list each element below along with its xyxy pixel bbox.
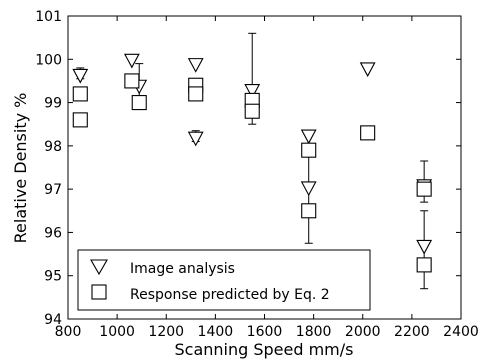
point-response-predicted [72,112,88,128]
point-image-analysis [123,53,140,69]
axis-ticks: 800 1000 1200 1400 1600 1800 2000 2200 2400 94 95 9… [35,9,479,340]
legend-label-response-predicted: Response predicted by Eq. 2 [130,287,330,303]
x-tick-label: 1200 [148,324,184,340]
x-tick-label: 1000 [99,324,135,340]
y-tick-label: 95 [44,269,62,285]
point-response-predicted [124,73,140,89]
legend-box [77,249,371,311]
point-response-predicted [131,95,147,111]
x-tick-label: 1400 [198,324,234,340]
point-response-predicted [301,142,317,158]
y-axis-title: Relative Density % [11,93,30,244]
y-tick-label: 100 [35,52,62,68]
y-tick-label: 101 [35,9,62,25]
data-marks [72,53,433,273]
x-tick-label: 2400 [443,324,479,340]
point-image-analysis [359,62,376,78]
y-tick-label: 94 [44,312,62,328]
point-response-predicted [416,257,432,273]
y-tick-label: 99 [44,96,62,112]
point-image-analysis [187,58,204,73]
point-response-predicted [188,86,204,102]
x-axis-title: Scanning Speed mm/s [174,340,353,359]
point-response-predicted [72,86,88,102]
legend-label-image-analysis: Image analysis [130,261,235,277]
x-tick-label: 800 [55,324,82,340]
y-tick-label: 97 [44,182,62,198]
x-tick-label: 2000 [345,324,381,340]
y-tick-label: 98 [44,139,62,155]
point-image-analysis [416,239,433,255]
x-tick-label: 1800 [296,324,332,340]
point-response-predicted [244,103,260,119]
point-response-predicted [301,203,317,219]
point-image-analysis [187,131,204,147]
point-image-analysis [300,129,317,145]
point-response-predicted [416,181,432,197]
point-image-analysis [300,181,317,197]
legend-triangle-icon [90,259,108,276]
point-response-predicted [360,125,376,141]
x-tick-label: 2200 [394,324,430,340]
y-tick-label: 96 [44,225,62,241]
legend-square-icon [91,284,107,300]
point-image-analysis [72,68,89,84]
point-image-analysis [244,84,261,99]
x-tick-label: 1600 [247,324,283,340]
legend: Image analysis Response predicted by Eq.… [77,249,371,311]
